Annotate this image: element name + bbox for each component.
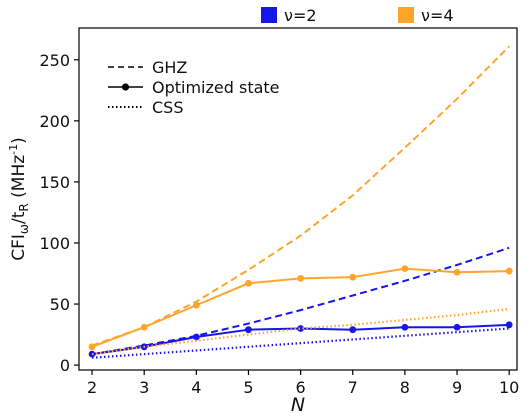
data-point-v4 xyxy=(245,279,252,287)
y-axis-ticks: 0 50 100 150 200 250 xyxy=(39,51,79,375)
series-line-v4-dashed xyxy=(91,45,510,347)
data-point-v4 xyxy=(505,267,513,275)
y-tick-label: 250 xyxy=(39,51,70,70)
data-point-v2 xyxy=(453,323,461,331)
legend-swatch-v2 xyxy=(261,7,277,23)
data-point-v4 xyxy=(401,265,409,273)
y-tick-label: 50 xyxy=(50,295,70,314)
data-point-v2 xyxy=(401,323,409,331)
data-point-v2 xyxy=(349,326,357,334)
x-tick-label: 7 xyxy=(348,378,358,397)
x-tick-label: 9 xyxy=(452,378,462,397)
legend-label-v2: ν=2 xyxy=(284,6,317,25)
style-legend: GHZ Optimized state CSS xyxy=(108,58,280,117)
data-point-v2 xyxy=(505,321,513,329)
x-tick-label: 4 xyxy=(191,378,201,397)
data-point-v4 xyxy=(297,274,305,282)
data-point-v4 xyxy=(453,268,461,276)
legend-label-css: CSS xyxy=(152,98,183,117)
x-tick-label: 6 xyxy=(296,378,306,397)
x-tick-label: 10 xyxy=(499,378,519,397)
x-axis-label: N xyxy=(291,394,305,416)
legend-label-ghz: GHZ xyxy=(152,58,187,77)
y-tick-label: 100 xyxy=(39,234,70,253)
data-point-v4 xyxy=(192,301,200,309)
y-tick-label: 0 xyxy=(60,356,70,375)
x-tick-label: 3 xyxy=(139,378,149,397)
data-point-v4 xyxy=(140,323,148,331)
x-axis-ticks: 2 3 4 5 6 7 8 9 10 xyxy=(87,370,519,397)
y-axis-label: CFIω/tR (MHz-1) xyxy=(7,137,31,261)
data-point-v2 xyxy=(88,350,96,358)
x-tick-label: 8 xyxy=(400,378,410,397)
x-tick-label: 2 xyxy=(87,378,97,397)
legend-swatch-v4 xyxy=(398,7,414,23)
data-point-v4 xyxy=(349,273,357,281)
legend-label-optimized: Optimized state xyxy=(152,78,280,97)
x-tick-label: 5 xyxy=(243,378,253,397)
plot-frame xyxy=(78,27,518,371)
data-point-v2 xyxy=(192,333,200,341)
series-line-v2-dotted xyxy=(91,327,510,359)
data-point-v4 xyxy=(88,343,96,351)
color-legend: ν=2 ν=4 xyxy=(261,6,454,25)
plot-lines xyxy=(88,45,513,359)
legend-marker-optimized xyxy=(121,83,130,91)
series-line-v2-dashed xyxy=(91,246,510,356)
data-point-v2 xyxy=(245,326,252,334)
data-point-v2 xyxy=(297,325,305,332)
y-tick-label: 150 xyxy=(39,173,70,192)
legend-label-v4: ν=4 xyxy=(421,6,454,25)
y-tick-label: 200 xyxy=(39,112,70,131)
